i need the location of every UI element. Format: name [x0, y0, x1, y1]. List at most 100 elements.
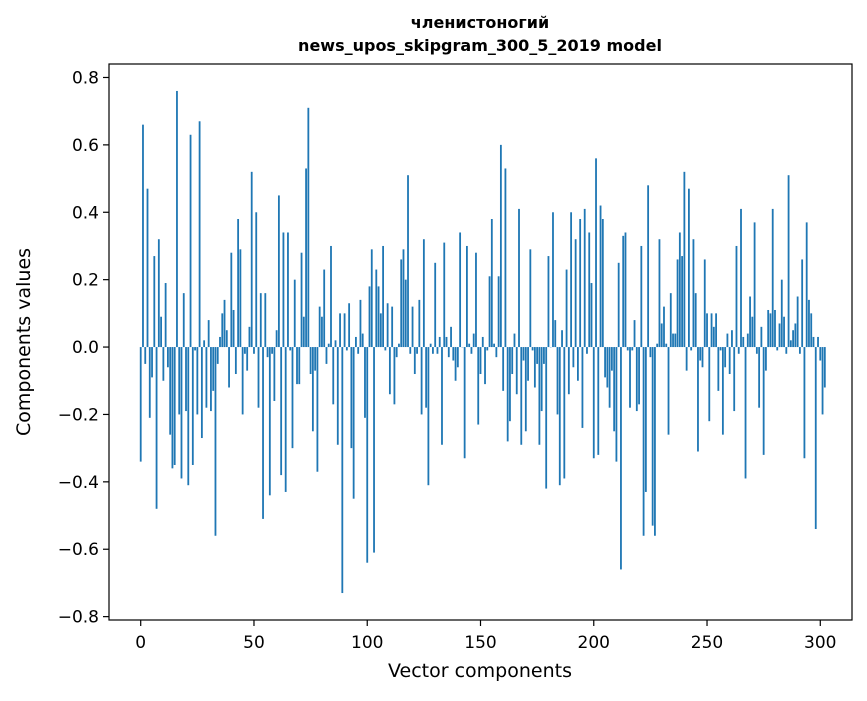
bar — [604, 347, 606, 377]
bar — [708, 347, 710, 421]
bar — [516, 347, 518, 394]
bar — [751, 317, 753, 347]
bar — [153, 256, 155, 347]
bar — [588, 232, 590, 347]
bar — [776, 347, 778, 350]
x-tick-label: 50 — [243, 633, 265, 653]
bar — [319, 307, 321, 347]
bar — [808, 300, 810, 347]
bar — [210, 347, 212, 411]
bar — [520, 347, 522, 445]
bar — [713, 327, 715, 347]
bar — [747, 334, 749, 347]
bar — [280, 347, 282, 475]
bar — [452, 347, 454, 360]
bar — [792, 330, 794, 347]
bar — [312, 347, 314, 431]
y-tick-label: 0.8 — [72, 68, 99, 88]
bar — [475, 253, 477, 347]
bar — [720, 347, 722, 350]
y-axis-label: Components values — [13, 248, 35, 436]
bar — [219, 337, 221, 347]
bar — [249, 327, 251, 347]
bar — [194, 347, 196, 350]
bar — [464, 347, 466, 458]
bar — [321, 317, 323, 347]
bar — [355, 337, 357, 347]
bar — [525, 347, 527, 431]
bar — [545, 347, 547, 489]
bar — [298, 347, 300, 384]
bar — [387, 303, 389, 347]
bar — [203, 340, 205, 347]
bar — [695, 293, 697, 347]
bar — [480, 347, 482, 374]
bar — [613, 347, 615, 431]
bar — [332, 347, 334, 404]
bar — [477, 347, 479, 425]
bar — [192, 347, 194, 465]
bar — [264, 293, 266, 347]
bar — [731, 330, 733, 347]
bar — [283, 232, 285, 347]
bar — [398, 344, 400, 347]
bar — [167, 347, 169, 367]
bar — [455, 347, 457, 381]
bar — [292, 347, 294, 448]
bar — [772, 209, 774, 347]
bar — [817, 337, 819, 347]
bar — [348, 303, 350, 347]
bar — [672, 334, 674, 347]
bar — [206, 347, 208, 408]
bar — [416, 347, 418, 354]
bar — [711, 313, 713, 347]
bar — [579, 219, 581, 347]
bar — [797, 297, 799, 348]
bar — [559, 347, 561, 485]
bar — [584, 209, 586, 347]
bar — [142, 125, 144, 347]
bar — [165, 283, 167, 347]
bar — [693, 239, 695, 347]
bar — [502, 347, 504, 391]
bar — [296, 347, 298, 384]
bar — [391, 307, 393, 347]
bar — [690, 347, 692, 350]
bar — [568, 347, 570, 394]
bar — [208, 320, 210, 347]
bar — [369, 286, 371, 347]
bar — [242, 347, 244, 414]
bar — [749, 297, 751, 348]
bar — [670, 293, 672, 347]
bar — [174, 347, 176, 465]
bar — [665, 344, 667, 347]
bar — [622, 236, 624, 347]
bar — [629, 347, 631, 408]
bar — [631, 347, 633, 350]
bar — [582, 347, 584, 428]
bar — [362, 334, 364, 347]
bar — [378, 286, 380, 347]
bar — [507, 347, 509, 441]
bar — [260, 293, 262, 347]
bar — [439, 337, 441, 347]
bar — [815, 347, 817, 529]
bar — [649, 347, 651, 357]
bar — [357, 347, 359, 354]
bar — [162, 347, 164, 381]
bar — [500, 145, 502, 347]
bar — [572, 347, 574, 367]
bar — [217, 347, 219, 364]
bar — [403, 249, 405, 347]
bar — [273, 347, 275, 401]
bar — [441, 347, 443, 445]
bar — [289, 347, 291, 350]
bar — [169, 347, 171, 435]
bar — [267, 347, 269, 357]
bar — [801, 259, 803, 347]
x-tick-label: 150 — [464, 633, 496, 653]
bar — [566, 270, 568, 348]
bar — [310, 347, 312, 374]
bar — [790, 340, 792, 347]
